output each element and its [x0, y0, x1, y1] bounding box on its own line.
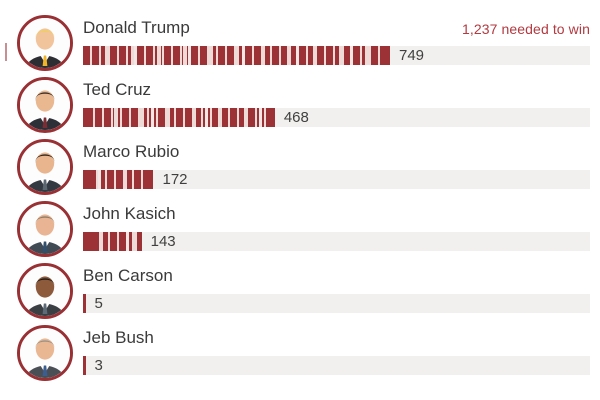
delegate-bar-track: 172 — [83, 170, 590, 189]
candidate-avatar — [17, 77, 73, 133]
candidate-row: Ted Cruz 468 — [17, 75, 590, 137]
delegate-bar-chart: 1,237 needed to win Donald Trump 749 — [17, 13, 590, 385]
candidate-row: Ben Carson 5 — [17, 261, 590, 323]
delegate-bar-track: 5 — [83, 294, 590, 313]
candidate-row: Jeb Bush 3 — [17, 323, 590, 385]
delegate-bar-fill — [83, 108, 275, 127]
delegate-bar-track: 143 — [83, 232, 590, 251]
cropped-edge-fragment — [5, 43, 7, 61]
person-portrait-icon — [20, 142, 70, 192]
delegate-bar-fill — [83, 294, 86, 313]
candidate-avatar — [17, 15, 73, 71]
candidate-row: John Kasich 143 — [17, 199, 590, 261]
delegate-bar-fill — [83, 170, 154, 189]
delegate-bar-track: 468 — [83, 108, 590, 127]
delegate-count: 749 — [398, 47, 425, 64]
needed-to-win-label: 1,237 needed to win — [461, 21, 590, 37]
candidate-name: Ted Cruz — [83, 80, 152, 99]
person-portrait-icon — [20, 80, 70, 130]
delegate-bar-fill — [83, 232, 142, 251]
candidate-row-content: Marco Rubio 172 — [83, 137, 590, 189]
delegate-count: 468 — [283, 109, 309, 126]
candidate-row-content: Jeb Bush 3 — [83, 323, 590, 375]
person-portrait-icon — [20, 204, 70, 254]
candidate-row-content: Donald Trump 749 — [83, 13, 590, 65]
candidate-rows: Donald Trump 749 Ted Cruz 468 — [17, 13, 590, 385]
candidate-row-content: John Kasich 143 — [83, 199, 590, 251]
candidate-row-content: Ben Carson 5 — [83, 261, 590, 313]
candidate-name: Jeb Bush — [83, 328, 154, 347]
candidate-name: Ben Carson — [83, 266, 173, 285]
candidate-row: Donald Trump 749 — [17, 13, 590, 75]
person-portrait-icon — [20, 18, 70, 68]
candidate-name: Marco Rubio — [83, 142, 180, 161]
delegate-bar-track: 3 — [83, 356, 590, 375]
candidate-row: Marco Rubio 172 — [17, 137, 590, 199]
delegate-bar-track: 749 — [83, 46, 590, 65]
delegate-count: 143 — [150, 233, 176, 250]
candidate-avatar — [17, 325, 73, 381]
delegate-count: 5 — [94, 295, 103, 312]
candidate-name: John Kasich — [83, 204, 176, 223]
candidate-avatar — [17, 139, 73, 195]
candidate-avatar — [17, 201, 73, 257]
delegate-count: 3 — [94, 357, 103, 374]
delegate-bar-fill — [83, 356, 86, 375]
person-portrait-icon — [20, 266, 70, 316]
candidate-name: Donald Trump — [83, 18, 190, 37]
candidate-row-content: Ted Cruz 468 — [83, 75, 590, 127]
person-portrait-icon — [20, 328, 70, 378]
candidate-avatar — [17, 263, 73, 319]
delegate-bar-fill — [83, 46, 390, 65]
delegate-count: 172 — [162, 171, 188, 188]
